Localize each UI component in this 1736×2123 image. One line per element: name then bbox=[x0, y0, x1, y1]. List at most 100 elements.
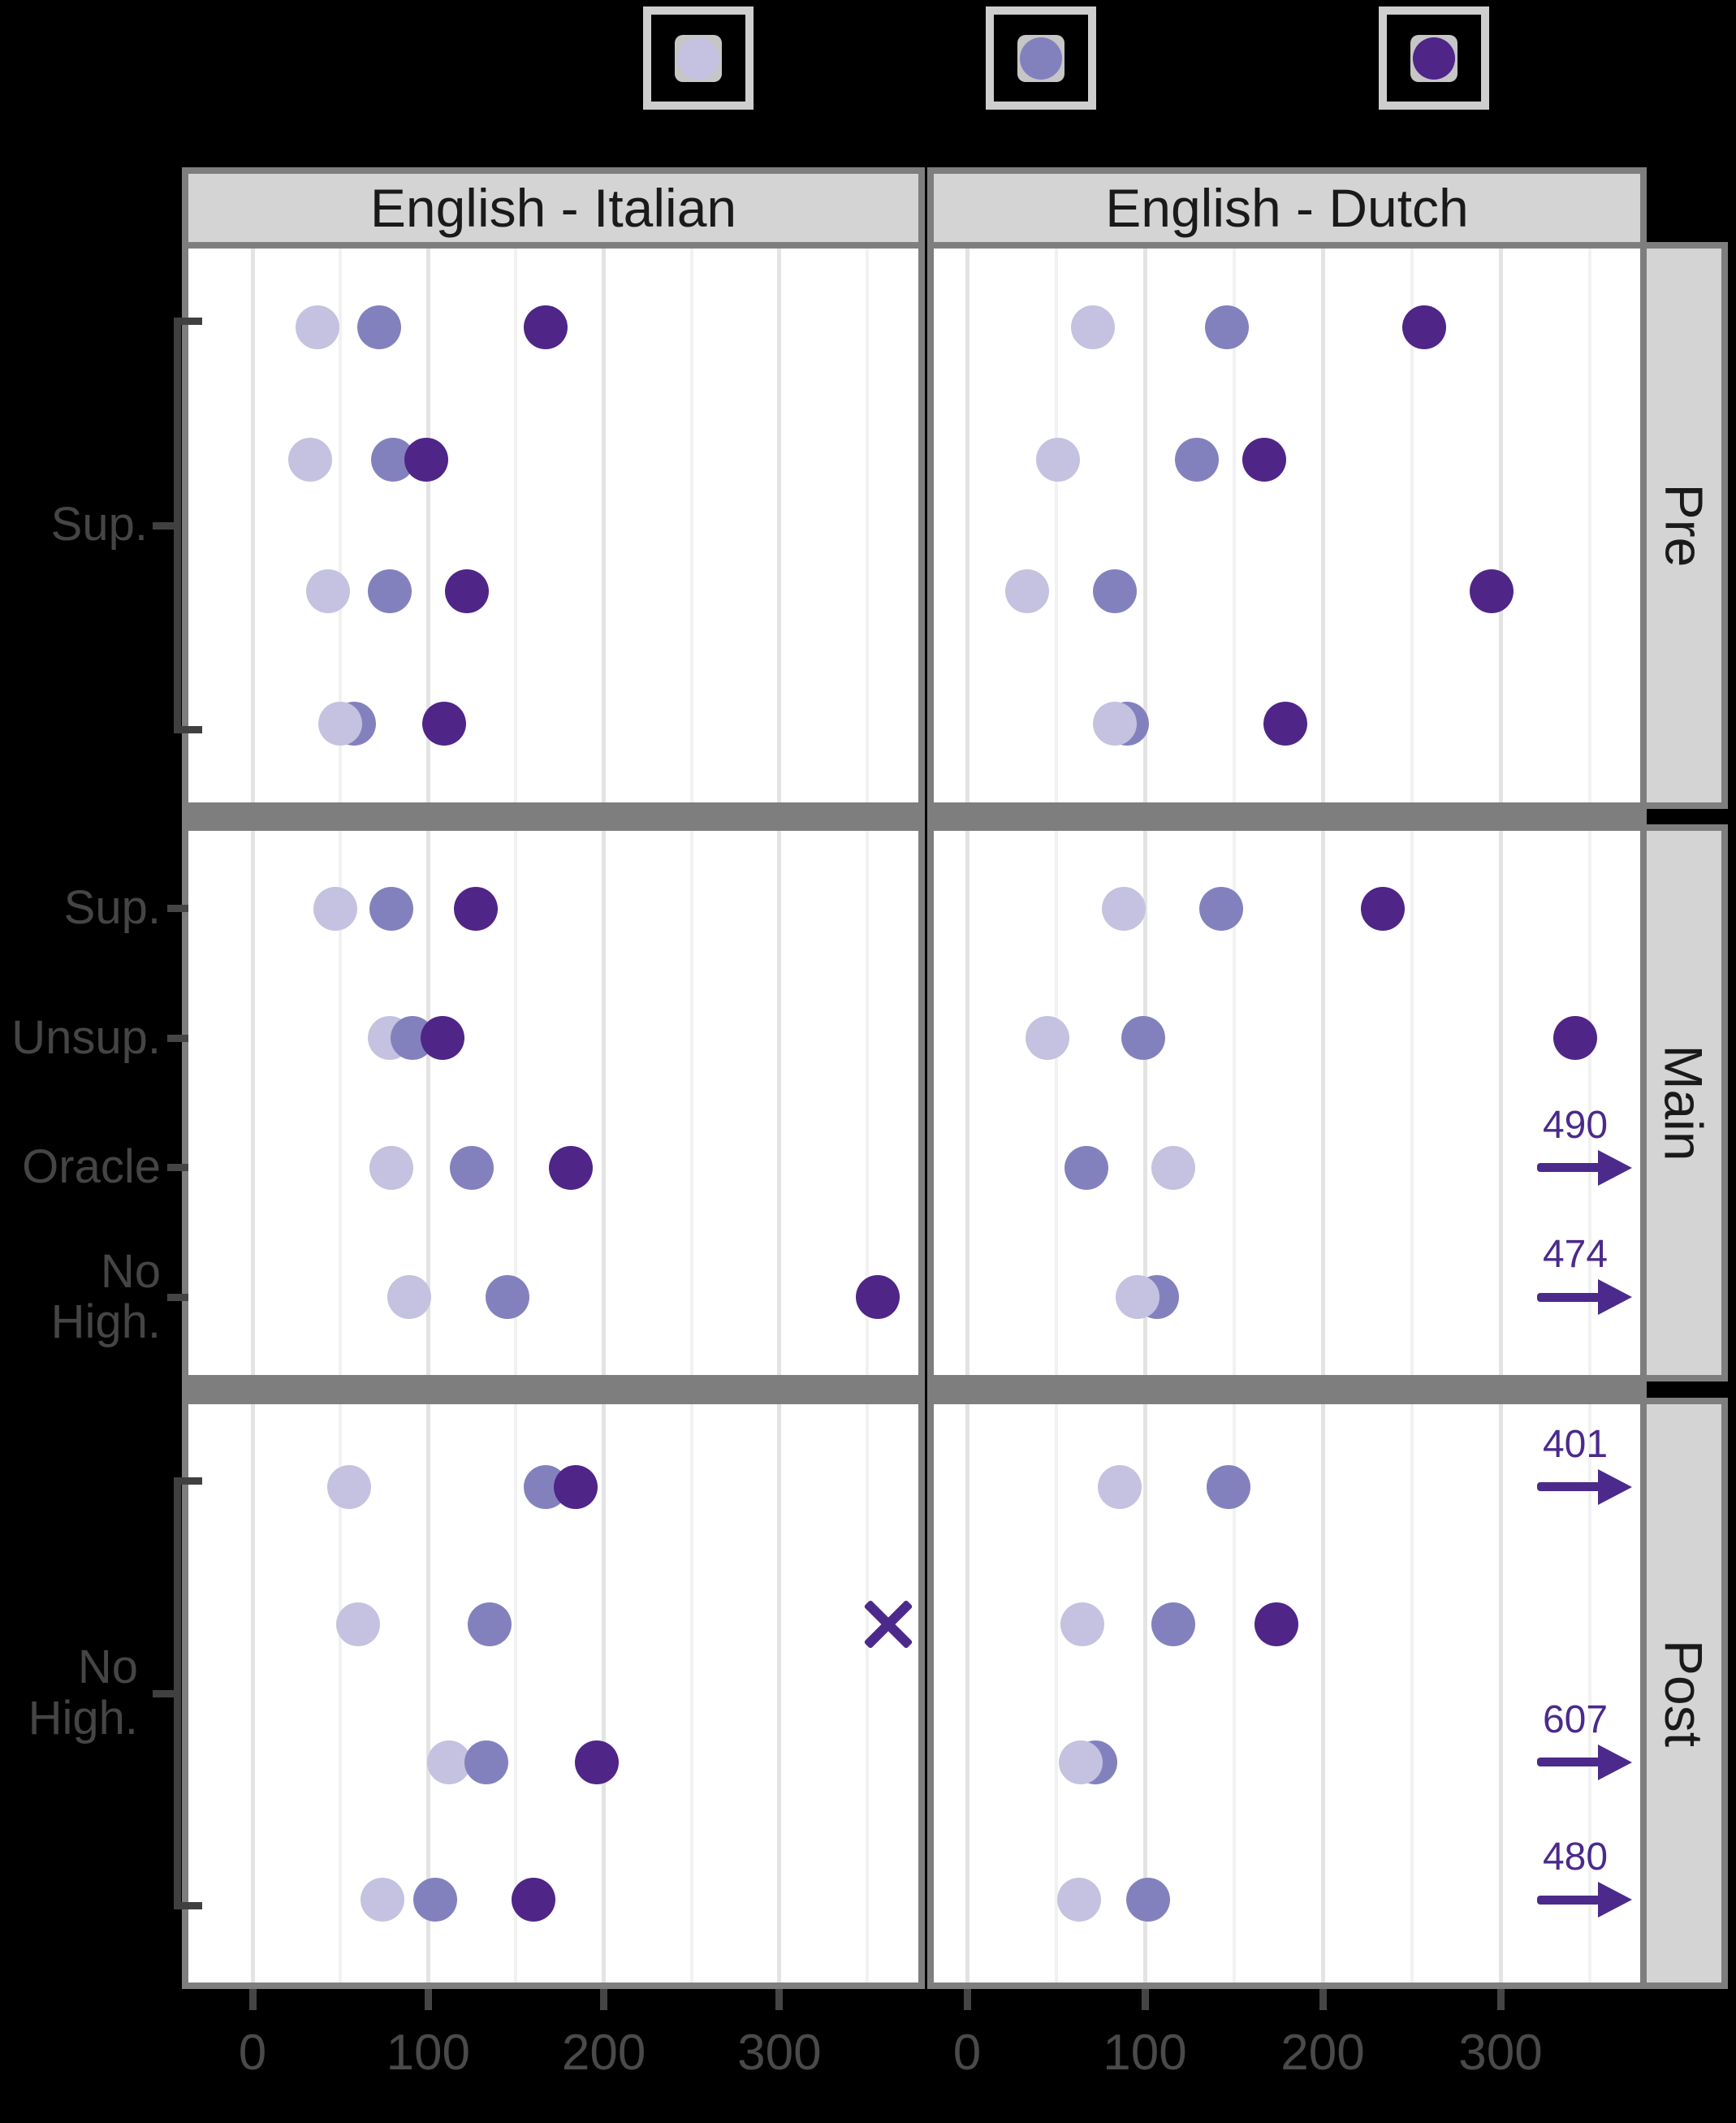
major-gridline bbox=[602, 249, 607, 802]
major-gridline bbox=[1142, 831, 1147, 1375]
minor-gridline bbox=[1054, 1404, 1058, 1982]
major-gridline bbox=[250, 249, 255, 802]
data-point-light bbox=[1098, 1464, 1142, 1509]
data-point-light bbox=[1060, 1602, 1105, 1647]
group-bracket-arm-top bbox=[181, 1477, 202, 1485]
y-axis-tick bbox=[167, 1164, 188, 1172]
group-bracket-vertical bbox=[174, 1477, 181, 1910]
major-gridline bbox=[777, 249, 782, 802]
major-gridline bbox=[1498, 831, 1503, 1375]
data-point-light bbox=[1071, 305, 1116, 350]
data-point-light bbox=[1059, 1740, 1103, 1784]
x-axis-tick-label: 100 bbox=[1103, 2025, 1187, 2081]
y-group-label-post: No High. bbox=[28, 1641, 138, 1745]
x-axis-tick bbox=[1141, 1989, 1149, 2010]
facet-row-strip-pre: Pre bbox=[1640, 242, 1728, 809]
data-point-medium bbox=[1199, 886, 1244, 931]
minor-gridline bbox=[1054, 831, 1058, 1375]
data-point-light bbox=[318, 701, 363, 746]
facet-row-strip-label: Post bbox=[1654, 1639, 1715, 1748]
data-point-light bbox=[1056, 1878, 1101, 1922]
major-gridline bbox=[250, 831, 255, 1375]
offscale-arrowhead-icon bbox=[1598, 1744, 1632, 1780]
facet-divider bbox=[927, 1375, 1647, 1404]
x-axis-tick-label: 0 bbox=[238, 2025, 267, 2081]
offscale-arrow-icon bbox=[1537, 1292, 1600, 1302]
major-gridline bbox=[1320, 831, 1325, 1375]
y-axis-tick bbox=[167, 1293, 188, 1301]
major-gridline bbox=[1142, 1404, 1147, 1982]
facet-divider bbox=[182, 1375, 925, 1404]
group-bracket-arm-top bbox=[181, 318, 202, 326]
legend-key-dark-purple bbox=[1379, 6, 1489, 110]
data-point-dark bbox=[856, 1275, 900, 1320]
offscale-arrowhead-icon bbox=[1598, 1468, 1632, 1505]
offscale-value-label: 490 bbox=[1542, 1103, 1609, 1147]
x-axis-tick-label: 200 bbox=[1280, 2025, 1365, 2081]
facet-row-strip-label: Main bbox=[1654, 1044, 1714, 1161]
data-point-dark bbox=[1401, 305, 1446, 350]
minor-gridline bbox=[1232, 249, 1236, 802]
group-bracket-arm-bottom bbox=[181, 1902, 202, 1910]
facet-column-header-label: English - Dutch bbox=[1105, 178, 1469, 238]
data-point-medium bbox=[485, 1275, 529, 1320]
minor-gridline bbox=[339, 249, 343, 802]
minor-gridline bbox=[514, 1404, 518, 1982]
data-point-light bbox=[427, 1740, 472, 1784]
data-point-light bbox=[335, 1602, 380, 1647]
facet-column-header-italian: English - Italian bbox=[182, 167, 925, 249]
offscale-arrow-icon bbox=[1537, 1482, 1600, 1492]
minor-gridline bbox=[689, 831, 693, 1375]
x-marker-icon bbox=[858, 1594, 918, 1654]
data-point-medium bbox=[464, 1740, 508, 1784]
x-axis-tick bbox=[963, 1989, 971, 2010]
minor-gridline bbox=[689, 249, 693, 802]
minor-gridline bbox=[1587, 831, 1591, 1375]
y-axis-tick bbox=[167, 1034, 188, 1042]
data-point-light bbox=[369, 1145, 413, 1190]
data-point-medium bbox=[1121, 1016, 1165, 1061]
data-point-medium bbox=[1206, 1464, 1250, 1509]
data-point-dark bbox=[404, 437, 449, 482]
data-point-medium bbox=[1064, 1145, 1108, 1190]
x-axis-tick bbox=[775, 1989, 784, 2010]
x-axis-tick-label: 300 bbox=[737, 2025, 822, 2081]
data-point-dark bbox=[548, 1145, 593, 1190]
x-axis-tick bbox=[424, 1989, 432, 2010]
major-gridline bbox=[250, 1404, 255, 1982]
data-point-dark bbox=[524, 305, 568, 350]
data-point-medium bbox=[1174, 437, 1219, 482]
minor-gridline bbox=[339, 1404, 343, 1982]
major-gridline bbox=[425, 831, 430, 1375]
major-gridline bbox=[602, 1404, 607, 1982]
data-point-medium bbox=[468, 1602, 512, 1647]
minor-gridline bbox=[866, 1404, 870, 1982]
data-point-light bbox=[306, 569, 350, 614]
major-gridline bbox=[425, 249, 430, 802]
facet-row-strip-label: Pre bbox=[1654, 483, 1714, 568]
data-point-dark bbox=[1552, 1016, 1597, 1061]
legend-key-light-purple bbox=[643, 6, 754, 110]
data-point-dark bbox=[420, 1016, 464, 1061]
legend-key-background bbox=[675, 34, 722, 82]
data-point-medium bbox=[1151, 1602, 1196, 1647]
x-axis-tick bbox=[1319, 1989, 1327, 2010]
data-point-light bbox=[1151, 1145, 1196, 1190]
data-point-light bbox=[1092, 701, 1137, 746]
minor-gridline bbox=[1587, 1404, 1591, 1982]
minor-gridline bbox=[514, 831, 518, 1375]
facet-divider bbox=[182, 802, 925, 831]
data-point-light bbox=[326, 1464, 371, 1509]
x-axis-tick-label: 100 bbox=[386, 2025, 471, 2081]
facet-panel bbox=[182, 824, 925, 1381]
data-point-medium bbox=[1126, 1878, 1171, 1922]
y-group-label-pre: Sup. bbox=[50, 497, 148, 551]
x-axis-tick bbox=[600, 1989, 608, 2010]
minor-gridline bbox=[1054, 249, 1058, 802]
legend-swatch-light-purple bbox=[677, 37, 719, 80]
data-point-medium bbox=[1092, 569, 1137, 614]
facet-column-header-label: English - Italian bbox=[369, 178, 737, 238]
minor-gridline bbox=[1232, 1404, 1236, 1982]
major-gridline bbox=[1320, 1404, 1325, 1982]
data-point-medium bbox=[1204, 305, 1249, 350]
